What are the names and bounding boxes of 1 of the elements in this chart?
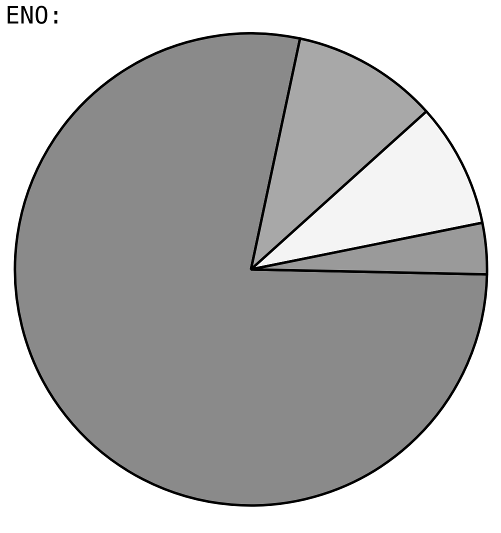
chart-title: ENO: [5,1,64,30]
